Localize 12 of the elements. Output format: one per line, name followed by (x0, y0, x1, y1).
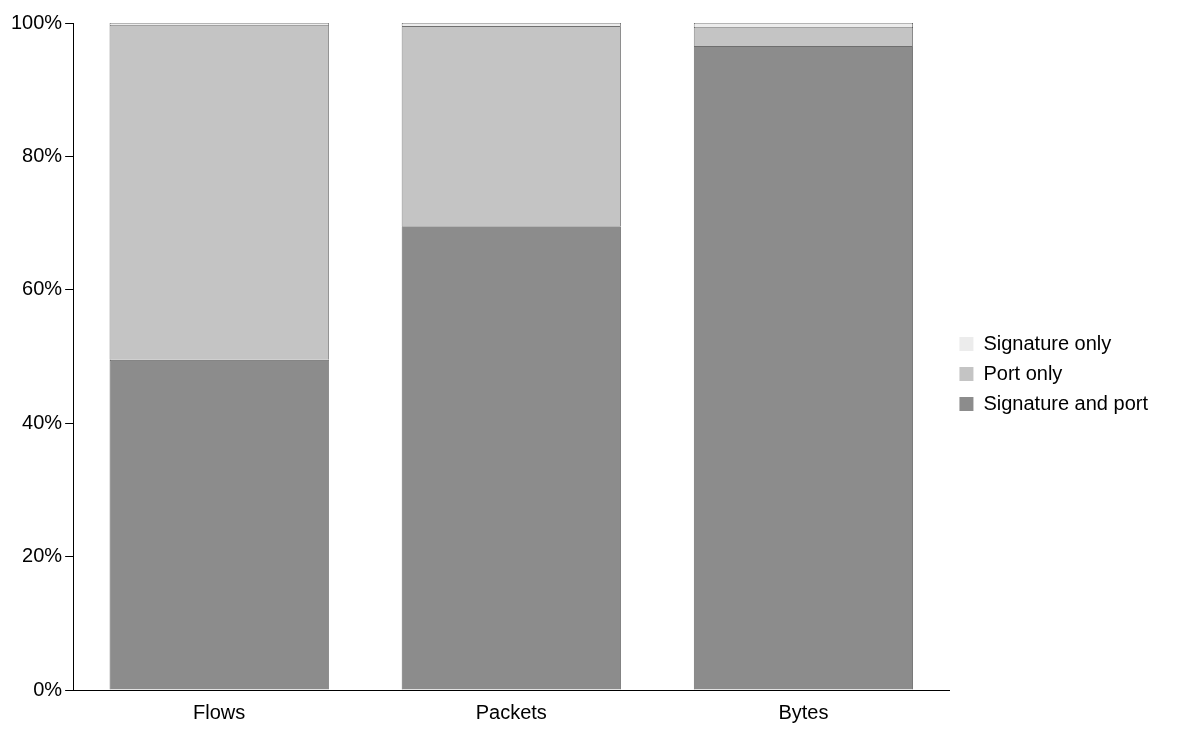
legend-label: Port only (983, 361, 1063, 384)
y-tick-label: 100% (11, 10, 63, 33)
y-tick-label: 20% (22, 544, 63, 567)
legend-label: Signature only (983, 331, 1112, 354)
x-tick-label: Bytes (778, 700, 829, 723)
legend-label: Signature and port (983, 391, 1149, 414)
y-tick-label: 60% (22, 277, 63, 300)
y-tick-label: 0% (33, 677, 63, 700)
x-tick-label: Packets (475, 700, 547, 723)
y-tick-label: 40% (22, 410, 63, 433)
y-tick-label: 80% (22, 143, 63, 166)
x-tick-label: Flows (193, 700, 246, 723)
